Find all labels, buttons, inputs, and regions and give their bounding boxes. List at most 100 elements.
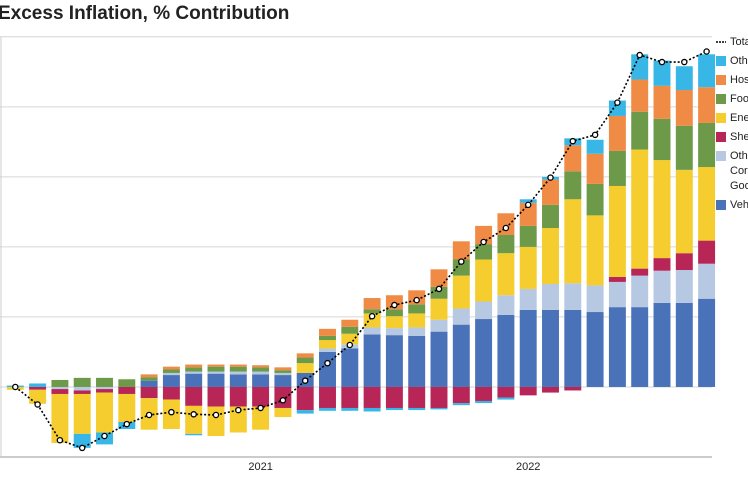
legend-label-line: Goo: [730, 180, 748, 192]
bar-segment: [274, 372, 292, 376]
bar-segment: [586, 139, 604, 154]
bar-segment: [631, 268, 649, 276]
total-point: [524, 201, 532, 209]
legend-label: Hosp: [730, 74, 748, 86]
bar-segment: [631, 79, 649, 112]
bar-segment: [51, 379, 69, 387]
total-point: [101, 432, 108, 440]
bar-segment: [319, 348, 336, 352]
bar-segment: [29, 383, 47, 387]
total-point: [569, 137, 577, 145]
bar-segment: [408, 407, 426, 411]
total-point: [168, 408, 175, 416]
bar-segment: [653, 270, 671, 303]
bar-segment: [73, 386, 91, 391]
x-tick-label: 2021: [248, 461, 272, 473]
bar-segment: [118, 386, 136, 394]
bar-segment: [564, 309, 582, 387]
bar-segment: [608, 277, 626, 282]
bar-segment: [675, 253, 693, 271]
bar-segment: [430, 407, 448, 410]
bar-segment: [698, 167, 716, 241]
total-point: [12, 383, 19, 391]
bar-segment: [229, 366, 247, 372]
bar-segment: [542, 204, 559, 228]
bar-segment: [452, 308, 470, 325]
bar-segment: [497, 397, 515, 400]
bar-segment: [319, 328, 336, 336]
bar-segment: [519, 386, 537, 396]
bar-segment: [319, 351, 336, 387]
bar-segment: [319, 386, 336, 408]
total-point: [34, 401, 41, 408]
bar-segment: [698, 87, 716, 123]
bar-segment: [452, 324, 470, 387]
bar-segment: [631, 111, 649, 150]
bar-segment: [608, 100, 626, 116]
legend-swatch: [716, 75, 726, 85]
bar-segment: [363, 313, 381, 328]
bar-segment: [185, 386, 203, 406]
bar-segment: [185, 433, 203, 436]
bar-segment: [385, 407, 403, 411]
bar-segment: [564, 386, 582, 391]
bar-segment: [341, 319, 359, 327]
bar-segment: [185, 373, 203, 387]
bar-segment: [162, 372, 180, 376]
bar-segment: [430, 269, 448, 287]
total-point: [279, 397, 287, 404]
bar-segment: [675, 125, 693, 170]
bar-segment: [698, 54, 716, 88]
bar-segment: [452, 386, 470, 404]
bar-segment: [162, 366, 180, 370]
bar-segment: [430, 286, 448, 299]
bar-segment: [363, 386, 381, 408]
bar-segment: [631, 149, 649, 269]
bar-segment: [252, 365, 270, 368]
bar-segment: [162, 375, 180, 387]
bar-segment: [363, 334, 381, 387]
bar-segment: [73, 393, 91, 434]
bar-segment: [475, 400, 493, 404]
bar-segment: [296, 410, 314, 414]
bar-segment: [564, 199, 582, 284]
bar-segment: [586, 285, 604, 313]
bar-segment: [430, 319, 448, 332]
bar-segment: [385, 316, 403, 329]
bar-segment: [653, 118, 671, 161]
legend-label: Food: [730, 93, 748, 105]
bar-segment: [252, 367, 270, 372]
total-point: [368, 312, 376, 320]
total-point: [257, 404, 264, 412]
bar-segment: [408, 327, 426, 336]
legend-label: Ener: [730, 112, 748, 124]
bar-segment: [608, 115, 626, 151]
bar-segment: [698, 122, 716, 168]
bar-segment: [51, 389, 69, 394]
bar-segment: [519, 199, 537, 203]
bar-segment: [385, 309, 403, 317]
bar-segment: [586, 183, 604, 216]
total-point: [458, 258, 465, 265]
bar-segment: [274, 407, 292, 418]
bar-segment: [363, 327, 381, 335]
bar-segment: [140, 386, 158, 399]
total-point: [636, 51, 643, 59]
legend-label: Othe: [730, 55, 748, 67]
bar-segment: [252, 406, 270, 430]
bar-segment: [653, 160, 671, 259]
bar-segment: [430, 298, 448, 320]
bar-segment: [608, 185, 626, 278]
bar-segment: [207, 371, 225, 374]
bar-segment: [653, 85, 671, 119]
legend-label: Tota: [730, 36, 748, 48]
total-point: [324, 359, 331, 367]
bar-segment: [675, 169, 693, 254]
bar-segment: [608, 150, 626, 186]
bar-segment: [497, 253, 515, 296]
bar-segment: [542, 309, 559, 387]
bar-segment: [452, 241, 470, 260]
bar-segment: [73, 433, 91, 448]
bar-segment: [519, 288, 537, 310]
bar-segment: [608, 281, 626, 308]
